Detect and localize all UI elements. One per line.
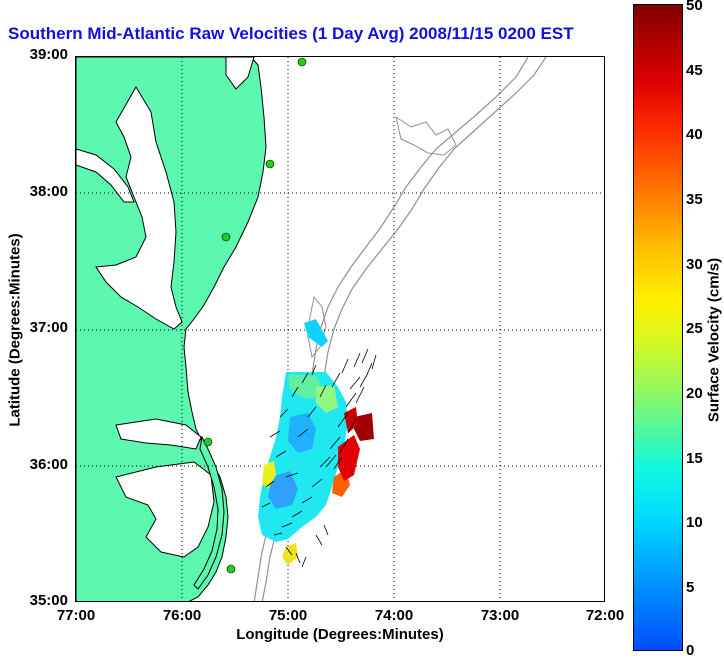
- y-tick-label: 35:00: [29, 592, 68, 609]
- bathymetry-contour: [307, 295, 327, 359]
- colorbar-tick-label: 10: [686, 514, 703, 531]
- map-svg: [76, 57, 604, 601]
- potomac-river: [76, 148, 135, 203]
- y-tick-label: 37:00: [29, 319, 68, 336]
- x-tick-label: 75:00: [268, 607, 308, 624]
- albemarle-sound: [115, 418, 202, 450]
- x-axis-label: Longitude (Degrees:Minutes): [236, 626, 444, 643]
- outer-banks: [193, 435, 225, 590]
- radar-station-marker: [226, 564, 236, 574]
- map-plot-area[interactable]: [75, 56, 605, 602]
- velocity-field: [258, 319, 374, 565]
- velocity-vectors: [261, 348, 377, 568]
- radar-station-marker: [221, 232, 231, 242]
- colorbar-tick-label: 35: [686, 191, 703, 208]
- colorbar-tick-label: 40: [686, 126, 703, 143]
- x-tick-label: 76:00: [162, 607, 202, 624]
- chesapeake-bay: [95, 86, 183, 330]
- colorbar-tick-label: 5: [686, 579, 695, 596]
- map-title: Southern Mid-Atlantic Raw Velocities (1 …: [8, 24, 574, 43]
- bathymetry-contour: [395, 115, 457, 156]
- colorbar-tick-label: 30: [686, 256, 703, 273]
- y-tick-label: 39:00: [29, 46, 68, 63]
- radar-station-marker: [265, 159, 275, 169]
- x-tick-label: 73:00: [480, 607, 520, 624]
- radar-stations: [203, 57, 307, 574]
- colorbar-tick-label: 50: [686, 0, 703, 14]
- colorbar-tick-label: 20: [686, 385, 703, 402]
- colorbar-tick-label: 25: [686, 320, 703, 337]
- colorbar-tick-label: 0: [686, 642, 695, 659]
- radar-station-marker: [203, 437, 213, 447]
- colorbar-label: Surface Velocity (cm/s): [705, 257, 723, 423]
- y-tick-label: 38:00: [29, 183, 68, 200]
- colorbar-tick-label: 15: [686, 450, 703, 467]
- x-tick-label: 74:00: [374, 607, 414, 624]
- x-tick-label: 77:00: [56, 607, 96, 624]
- y-tick-label: 36:00: [29, 456, 68, 473]
- colorbar-tick-label: 45: [686, 62, 703, 79]
- pamlico-sound: [115, 461, 215, 558]
- radar-station-marker: [297, 57, 307, 67]
- colorbar: [633, 4, 683, 651]
- delaware-bay: [225, 57, 255, 90]
- x-tick-label: 72:00: [585, 607, 625, 624]
